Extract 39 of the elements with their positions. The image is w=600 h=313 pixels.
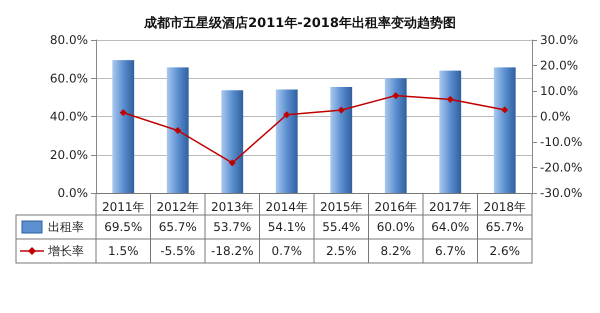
y2-tick-label: -10.0% (540, 135, 582, 149)
y2-tick-label: -20.0% (540, 160, 582, 174)
data-label: 64.0% (431, 220, 470, 234)
data-label: 60.0% (376, 220, 415, 234)
y2-tick-label: 10.0% (540, 84, 578, 98)
legend-label: 出租率 (48, 220, 84, 234)
x-tick-label: 2012年 (156, 200, 200, 214)
y-tick-label: 20.0% (50, 148, 88, 162)
y-tick-label: 60.0% (50, 71, 88, 86)
data-label: 65.7% (486, 220, 524, 234)
x-tick-label: 2017年 (428, 200, 472, 214)
y2-tick-label: 30.0% (540, 33, 578, 47)
data-label: 69.5% (104, 220, 142, 234)
y2-tick-label: -30.0% (540, 186, 582, 200)
data-label: 6.7% (435, 244, 466, 258)
y2-tick-label: 20.0% (540, 58, 578, 72)
data-label: 65.7% (158, 220, 197, 234)
y-tick-label: 0.0% (58, 186, 88, 200)
data-label: 53.7% (213, 220, 252, 234)
data-label: 55.4% (322, 220, 360, 234)
data-label: 2.6% (490, 244, 520, 258)
data-label: 54.1% (268, 220, 306, 234)
chart-title: 成都市五星级酒店2011年-2018年出租率变动趋势图 (143, 15, 456, 31)
y-tick-label: 80.0% (50, 33, 88, 47)
y2-tick-label: 0.0% (540, 110, 570, 124)
legend-label: 增长率 (47, 244, 84, 258)
data-label: 8.2% (380, 244, 411, 258)
data-label: -18.2% (211, 244, 254, 258)
data-label: -5.5% (160, 244, 196, 258)
y-tick-label: 40.0% (50, 110, 88, 124)
x-tick-label: 2016年 (374, 200, 418, 214)
data-label: 1.5% (108, 244, 138, 258)
x-tick-label: 2014年 (265, 200, 308, 214)
x-tick-label: 2015年 (320, 200, 363, 214)
x-tick-label: 2011年 (102, 200, 145, 214)
x-tick-label: 2018年 (483, 200, 526, 214)
data-label: 0.7% (272, 244, 302, 258)
x-tick-label: 2013年 (210, 200, 254, 214)
data-label: 2.5% (326, 244, 356, 258)
